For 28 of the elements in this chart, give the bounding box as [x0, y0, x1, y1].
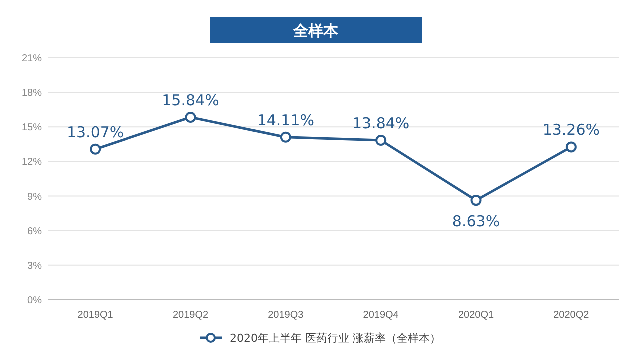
x-tick-label: 2019Q4 — [363, 310, 400, 321]
data-label: 15.84% — [162, 91, 220, 110]
point — [90, 144, 102, 155]
y-tick-label: 21% — [22, 54, 42, 64]
point — [470, 195, 482, 206]
data-label: 13.07% — [66, 123, 124, 142]
y-tick-label: 12% — [22, 157, 42, 168]
point — [376, 135, 387, 146]
data-label: 14.11% — [257, 111, 315, 130]
y-tick-label: 3% — [28, 260, 42, 272]
data-label: 13.26% — [542, 121, 600, 140]
x-tick-label: 2020Q1 — [458, 310, 494, 321]
y-tick-label: 9% — [28, 192, 42, 203]
point — [185, 112, 196, 123]
data-label: 8.63% — [452, 212, 500, 231]
x-tick-label: 2019Q2 — [172, 310, 209, 321]
y-tick-label: 15% — [22, 122, 42, 134]
point — [566, 142, 577, 153]
legend-label: 2020年上半年 医药行业 涨薪率（全样本） — [230, 332, 441, 345]
x-tick-label: 2019Q1 — [78, 310, 114, 321]
chart-title: 全样本 — [292, 23, 340, 40]
x-tick-label: 2020Q2 — [554, 310, 590, 321]
y-tick-label: 18% — [22, 88, 42, 100]
y-tick-label: 0% — [28, 296, 42, 306]
data-label: 13.84% — [352, 114, 410, 133]
x-tick-label: 2019Q3 — [268, 310, 304, 321]
point — [280, 132, 292, 143]
y-tick-label: 6% — [28, 226, 42, 238]
